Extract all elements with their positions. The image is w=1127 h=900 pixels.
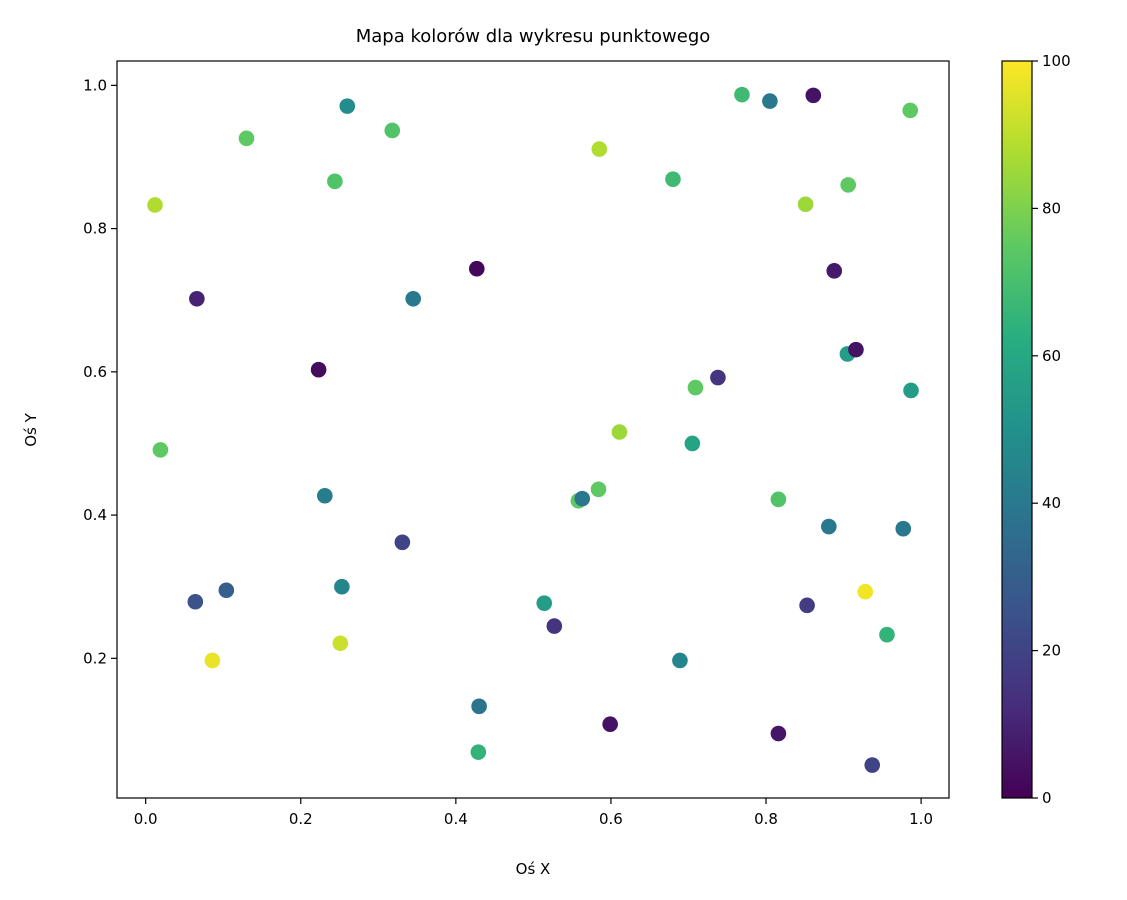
scatter-point [339,98,356,114]
x-tick-label: 0.6 [599,810,623,828]
scatter-point [189,290,205,307]
scatter-point [332,635,349,652]
scatter-point [310,361,327,378]
scatter-point [902,102,919,119]
scatter-point [394,534,411,551]
points-layer [147,86,919,773]
scatter-point [684,435,701,452]
plot-frame [116,60,950,799]
scatter-point [384,122,401,139]
colorbar-tick-label: 40 [1042,494,1061,512]
y-axis-label: Oś Y [22,412,40,446]
scatter-point [672,652,688,669]
scatter-point [770,491,787,508]
axes: 0.0 0.2 0.4 0.6 0.8 1.0 0.2 0.4 0.6 0.8 1.0 [83,76,933,828]
x-tick-label: 1.0 [909,810,933,828]
scatter-point [687,379,704,396]
scatter-point [895,520,912,537]
scatter-point [821,518,837,535]
scatter-point [805,87,822,104]
colorbar-tick-label: 20 [1042,642,1061,660]
scatter-point [602,716,618,733]
y-tick-label: 0.6 [83,363,107,381]
scatter-point [848,341,864,358]
scatter-point [187,593,204,610]
scatter-point [470,744,487,760]
scatter-point [405,290,422,307]
scatter-point [611,424,628,440]
colorbar-tick-label: 100 [1042,52,1071,70]
scatter-point [147,197,163,213]
scatter-point [762,93,778,109]
scatter-point [590,481,607,498]
scatter-point [799,597,815,614]
scatter-point [468,260,485,277]
scatter-point [734,86,750,103]
x-tick-label: 0.8 [754,810,778,828]
scatter-point [797,196,814,213]
scatter-point [327,173,343,190]
scatter-point [826,263,843,279]
scatter-point [204,652,221,669]
scatter-point [317,487,333,504]
scatter-point [857,583,874,600]
colorbar [1001,60,1033,799]
scatter-point [840,177,856,193]
scatter-point [879,626,895,643]
scatter-point [710,369,726,386]
colorbar-tick-label: 60 [1042,347,1061,365]
x-tick-label: 0.4 [444,810,468,828]
scatter-point [218,582,235,599]
scatter-point [471,698,487,715]
scatter-point [334,578,350,595]
x-tick-label: 0.0 [134,810,158,828]
scatter-point [238,130,255,147]
colorbar-tick-label: 0 [1042,789,1052,807]
chart-title: Mapa kolorów dla wykresu punktowego [356,26,711,47]
scatter-point [864,757,881,773]
scatter-point [770,725,787,742]
y-tick-label: 1.0 [83,76,107,94]
y-tick-label: 0.8 [83,220,107,238]
y-tick-label: 0.2 [83,649,107,667]
scatter-point [546,618,563,634]
x-tick-label: 0.2 [289,810,313,828]
colorbar-ticks: 0 20 40 60 80 100 [1032,52,1071,807]
x-axis-label: Oś X [516,860,551,878]
colorbar-tick-label: 80 [1042,199,1061,217]
scatter-point [152,442,169,458]
scatter-point [665,171,681,187]
y-tick-label: 0.4 [83,506,107,524]
scatter-point [574,490,591,507]
scatter-point [591,141,608,157]
scatter-point [536,595,553,611]
scatter-point [903,382,919,399]
